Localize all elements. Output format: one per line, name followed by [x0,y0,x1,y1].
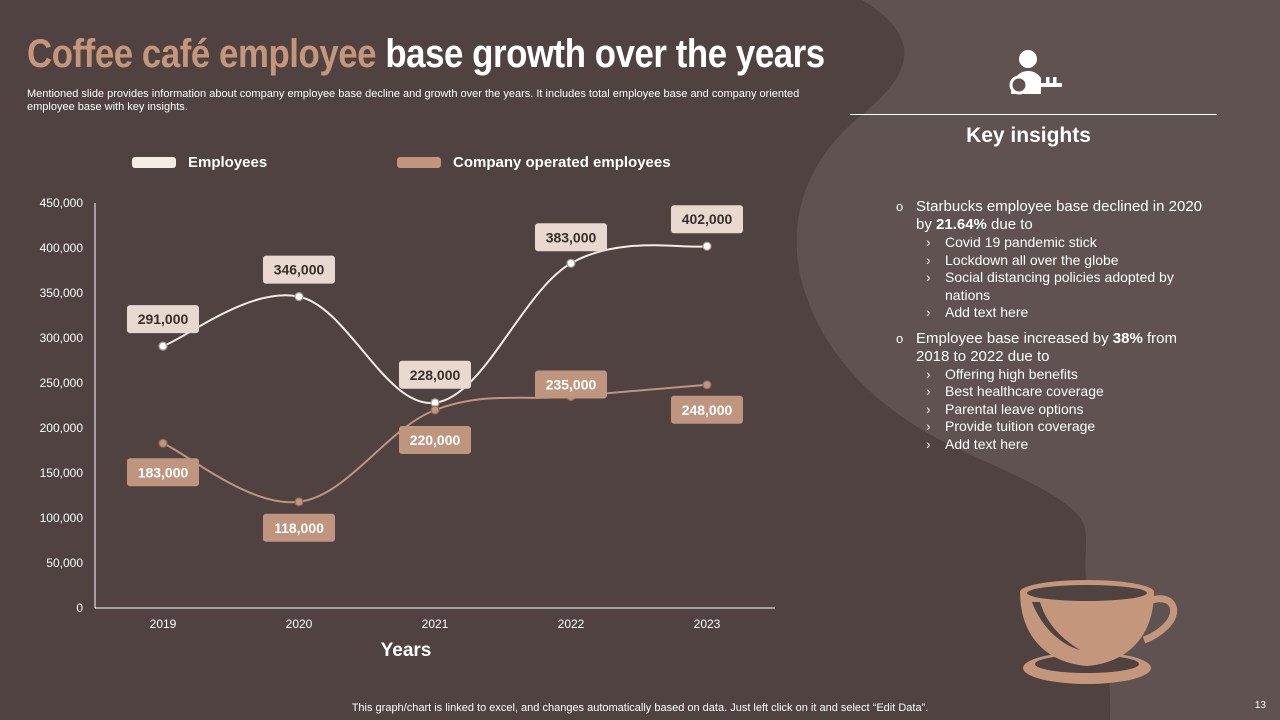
y-tick-label: 350,000 [40,286,84,300]
y-tick-label: 50,000 [46,556,83,570]
title-highlight: Coffee café employee [27,32,377,76]
chevron-right-icon: › [926,234,931,250]
title-rest: base growth over the years [385,32,825,76]
chevron-right-icon: › [926,400,931,417]
y-tick-label: 300,000 [40,331,84,345]
chevron-right-icon: › [926,251,931,268]
data-label-company: 118,000 [274,520,324,536]
x-tick-label: 2022 [558,617,585,631]
key-insights-divider [850,114,1217,115]
legend-item-company: Company operated employees [397,154,671,171]
footer-note: This graph/chart is linked to excel, and… [351,702,929,714]
legend-swatch-employees [132,157,176,168]
slide-subtitle: Mentioned slide provides information abo… [27,88,800,113]
key-insights-list: o Starbucks employee base declined in 20… [896,198,1206,461]
data-label-box-company [127,458,199,487]
data-label-box-company [263,513,335,542]
y-tick-label: 200,000 [40,421,84,435]
circle-bullet-icon: o [896,199,904,214]
y-tick-label: 0 [76,601,83,615]
page-title: Coffee café employee base growth over th… [27,32,825,77]
insight-subitem: › Covid 19 pandemic stick [926,234,1097,250]
data-point-employees [702,241,712,251]
data-point-employees [294,292,304,302]
insight-subitem: › Social distancing policies adopted by n… [926,269,1174,303]
data-point-company [702,380,712,390]
data-label-employees: 383,000 [546,229,597,245]
insight-subitem: › Add text here [926,304,1029,320]
data-label-box-company [671,395,743,424]
coffee-cup-icon [1020,580,1177,684]
data-label-box-company [399,426,471,454]
insight-subitem: › Offering high benefits [926,365,1078,382]
insight-subitem: › Best healthcare coverage [926,383,1104,399]
legend-label-employees: Employees [188,154,268,171]
insight-subitem: › Lockdown all over the globe [926,251,1119,268]
data-label-box-employees [535,223,607,252]
legend-swatch-company [397,157,441,168]
data-label-box-employees [263,255,335,284]
data-point-company [158,438,168,448]
y-tick-label: 400,000 [40,241,84,255]
insight-text: Employee base increased by 38% from 2018… [916,329,1177,365]
chevron-right-icon: › [926,418,931,434]
data-point-employees [566,258,576,268]
chevron-right-icon: › [926,383,931,399]
data-label-employees: 402,000 [682,211,733,227]
insight-item: o Starbucks employee base declined in 20… [896,198,1206,322]
x-tick-label: 2020 [286,617,313,631]
insight-subitem: › Parental leave options [926,400,1084,417]
chevron-right-icon: › [926,304,931,320]
y-tick-label: 150,000 [40,466,84,480]
key-insights-title: Key insights [966,124,1091,147]
x-tick-label: 2023 [694,617,721,631]
data-point-company [294,497,304,507]
x-tick-label: 2019 [150,617,177,631]
data-label-company: 235,000 [546,377,597,393]
data-label-box-employees [671,205,743,234]
data-label-employees: 291,000 [138,311,189,327]
legend-label-company: Company operated employees [453,154,671,171]
page-number: 13 [1254,700,1266,711]
chevron-right-icon: › [926,269,931,285]
series-line-company [162,383,708,504]
circle-bullet-icon: o [896,330,904,346]
data-label-company: 220,000 [410,432,461,448]
data-label-box-employees [399,360,471,389]
data-point-employees [158,341,168,351]
legend-item-employees: Employees [132,154,267,171]
data-label-company: 183,000 [138,464,189,480]
data-label-box-company [535,370,607,399]
insight-item: o Employee base increased by 38% from 20… [896,330,1206,454]
data-label-employees: 228,000 [410,367,461,383]
data-label-employees: 346,000 [274,262,325,278]
x-axis-title: Years [381,640,432,661]
data-label-box-employees [127,305,199,334]
insight-text: Starbucks employee base declined in 2020… [916,198,1203,233]
x-tick-label: 2021 [422,617,449,631]
y-tick-label: 100,000 [40,511,84,525]
chevron-right-icon: › [926,435,931,452]
line-chart: 0 50,000 100,000 150,000 200,000 250,000 300,0… [40,196,775,661]
insight-subitem: › Add text here [926,435,1029,452]
insight-subitem: › Provide tuition coverage [926,418,1096,434]
data-point-company [430,405,440,415]
chevron-right-icon: › [926,365,931,382]
user-key-icon [1009,50,1062,95]
y-tick-label: 250,000 [40,376,84,390]
data-label-company: 248,000 [682,402,733,418]
y-tick-label: 450,000 [40,196,84,210]
